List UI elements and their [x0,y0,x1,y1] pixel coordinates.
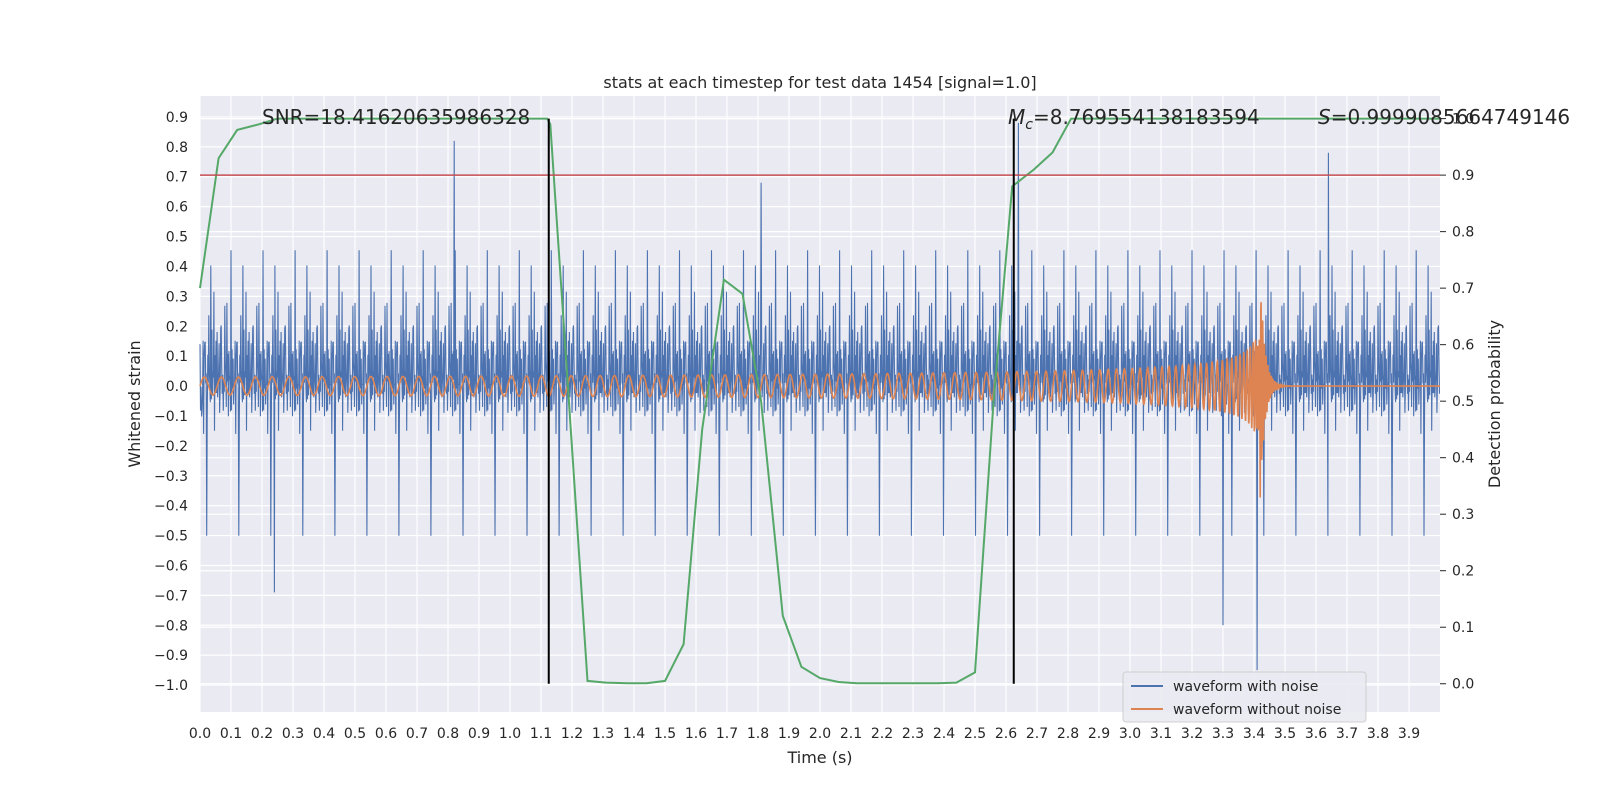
x-tick-label: 1.8 [747,726,769,742]
chart-title: stats at each timestep for test data 145… [603,73,1036,92]
legend-box [1122,671,1367,723]
x-tick-label: 3.4 [1243,726,1265,742]
x-tick-label: 2.3 [902,726,924,742]
series-waveform-with-noise [199,122,1441,671]
y-tick-label-left: 0.7 [166,170,188,186]
x-tick-label: 2.2 [871,726,893,742]
y-tick-label-left: −0.6 [154,558,188,574]
x-tick-label: 1.2 [561,726,583,742]
y-tick-label-left: 0.8 [166,140,188,156]
x-tick-label: 1.9 [778,726,800,742]
x-tick-label: 2.4 [933,726,955,742]
x-tick-label: 3.2 [1181,726,1203,742]
y-tick-label-left: 0.1 [166,349,188,365]
x-tick-label: 0.9 [468,726,490,742]
legend-label-clean: waveform without noise [1173,702,1341,718]
y-tick-label-left: 0.6 [166,200,188,216]
y-tick-label-right: 0.0 [1452,677,1474,693]
x-tick-label: 3.3 [1212,726,1234,742]
x-tick-label: 0.8 [437,726,459,742]
x-tick-label: 0.0 [189,726,211,742]
x-tick-label: 1.7 [716,726,738,742]
y-axis-label-left: Whitened strain [125,340,144,467]
x-tick-label: 3.8 [1367,726,1389,742]
mc-annotation: Mc=8.769554138183594 [1008,105,1260,133]
x-tick-label: 2.6 [995,726,1017,742]
tick-labels: 0.0 0.1 0.2 0.3 0.4 0.5 0.6 0.7 0.8 0.9 1.0 1.1 1.2 1… [154,110,1474,742]
y-tick-label-left: 0.0 [166,379,188,395]
x-tick-label: 1.5 [654,726,676,742]
noise-line [199,122,1441,671]
x-tick-label: 1.4 [623,726,645,742]
snr-annotation: SNR=18.41620635986328 [262,105,530,129]
x-tick-label: 0.2 [251,726,273,742]
x-tick-label: 2.8 [1057,726,1079,742]
y-tick-label-left: 0.4 [166,259,188,275]
x-tick-label: 1.6 [685,726,707,742]
y-tick-label-left: −0.5 [154,529,188,545]
y-tick-label-left: 0.5 [166,230,188,246]
probability-line [199,117,1440,685]
x-tick-label: 2.0 [809,726,831,742]
y-tick-label-right: 0.4 [1452,451,1474,467]
series-detection-probability [199,117,1440,685]
x-tick-label: 2.9 [1088,726,1110,742]
y-tick-label-right: 0.8 [1452,225,1474,241]
y-tick-label-left: 0.3 [166,289,188,305]
x-tick-label: 0.4 [313,726,335,742]
y-axis-label-right: Detection probability [1485,320,1504,488]
y-tick-label-right: 0.1 [1452,620,1474,636]
x-axis-label: Time (s) [786,748,852,767]
y-tick-label-right: 0.7 [1452,281,1474,297]
y-tick-label-right: 0.9 [1452,168,1474,184]
y-tick-label-left: −0.2 [154,439,188,455]
y-tick-label-right: 0.5 [1452,394,1474,410]
s-value: =0.9999085664749146 [1331,105,1570,129]
x-tick-label: 3.7 [1336,726,1358,742]
y-tick-label-right: 0.6 [1452,338,1474,354]
y-tick-label-left: −0.7 [154,588,188,604]
x-tick-label: 2.7 [1026,726,1048,742]
y-tick-label-left: −0.9 [154,648,188,664]
x-tick-label: 1.3 [592,726,614,742]
mc-subscript: c [1025,117,1033,133]
x-tick-label: 2.1 [840,726,862,742]
chirp-line [199,302,1440,498]
x-tick-label: 0.3 [282,726,304,742]
mc-symbol: M [1008,105,1025,129]
x-tick-label: 3.1 [1150,726,1172,742]
y-tick-label-left: 0.9 [166,110,188,126]
x-tick-label: 0.7 [406,726,428,742]
x-tick-label: 2.5 [964,726,986,742]
y-tick-label-right: 0.2 [1452,564,1474,580]
y-tick-label-left: −0.1 [154,409,188,425]
x-tick-label: 1.1 [530,726,552,742]
s-annotation: S=0.9999085664749146 [1318,105,1570,129]
mc-value: =8.769554138183594 [1033,105,1260,129]
x-tick-label: 3.0 [1119,726,1141,742]
y-tick-label-right: 0.3 [1452,507,1474,523]
x-tick-label: 0.1 [220,726,242,742]
x-tick-label: 0.6 [375,726,397,742]
x-tick-label: 3.6 [1305,726,1327,742]
x-tick-label: 3.5 [1274,726,1296,742]
legend-label-noise: waveform with noise [1173,679,1318,695]
y-tick-label-left: 0.2 [166,319,188,335]
legend: waveform with noise waveform without noi… [1122,671,1367,723]
y-tick-label-left: −1.0 [154,678,188,694]
x-tick-label: 1.0 [499,726,521,742]
x-tick-label: 0.5 [344,726,366,742]
s-symbol: S [1318,105,1331,129]
markers [200,118,1440,684]
y-tick-label-left: −0.3 [154,469,188,485]
y-tick-label-left: −0.8 [154,618,188,634]
series-waveform-without-noise [199,302,1440,498]
y-tick-label-right: 1.0 [1452,112,1474,128]
x-tick-label: 3.9 [1398,726,1420,742]
y-tick-label-left: −0.4 [154,499,188,515]
